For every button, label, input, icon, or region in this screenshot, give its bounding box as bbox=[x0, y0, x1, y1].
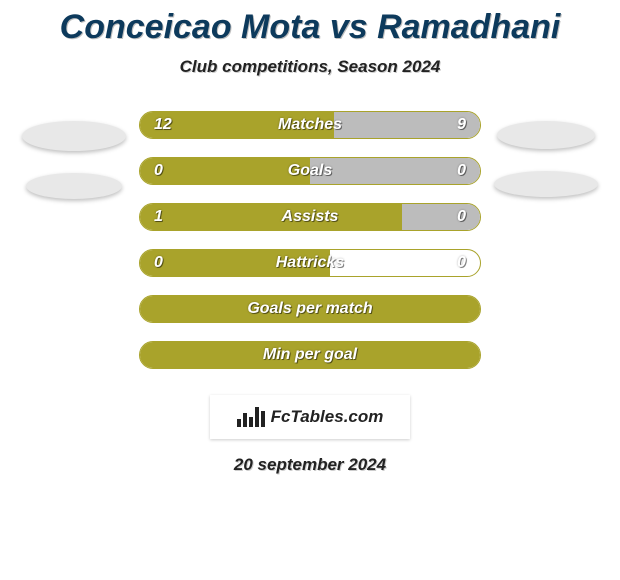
stat-category-label: Matches bbox=[140, 112, 480, 138]
stat-category-label: Min per goal bbox=[140, 342, 480, 368]
stat-row: 0Hattricks0 bbox=[139, 249, 481, 277]
player-marker-left bbox=[26, 173, 122, 199]
left-ellipse-column bbox=[9, 111, 139, 199]
bars-column: 12Matches90Goals01Assists00Hattricks0Goa… bbox=[139, 111, 481, 369]
logo-text: FcTables.com bbox=[271, 407, 384, 427]
stat-row: 0Goals0 bbox=[139, 157, 481, 185]
stat-value-right: 0 bbox=[457, 158, 466, 184]
stat-value-right: 0 bbox=[457, 204, 466, 230]
chart-area: 12Matches90Goals01Assists00Hattricks0Goa… bbox=[0, 111, 620, 369]
player-marker-right bbox=[494, 171, 598, 197]
stat-row: Goals per match bbox=[139, 295, 481, 323]
stat-row: 1Assists0 bbox=[139, 203, 481, 231]
player-marker-left bbox=[22, 121, 126, 151]
date-label: 20 september 2024 bbox=[234, 455, 386, 475]
stat-category-label: Hattricks bbox=[140, 250, 480, 276]
stat-category-label: Goals per match bbox=[140, 296, 480, 322]
stat-category-label: Goals bbox=[140, 158, 480, 184]
stat-row: 12Matches9 bbox=[139, 111, 481, 139]
logo-chip: FcTables.com bbox=[210, 395, 410, 439]
stat-value-right: 9 bbox=[457, 112, 466, 138]
right-ellipse-column bbox=[481, 111, 611, 197]
comparison-title: Conceicao Mota vs Ramadhani bbox=[60, 8, 561, 47]
comparison-subtitle: Club competitions, Season 2024 bbox=[180, 57, 441, 77]
stat-category-label: Assists bbox=[140, 204, 480, 230]
bar-chart-icon bbox=[237, 407, 265, 427]
player-marker-right bbox=[497, 121, 595, 149]
stat-value-right: 0 bbox=[457, 250, 466, 276]
stat-row: Min per goal bbox=[139, 341, 481, 369]
